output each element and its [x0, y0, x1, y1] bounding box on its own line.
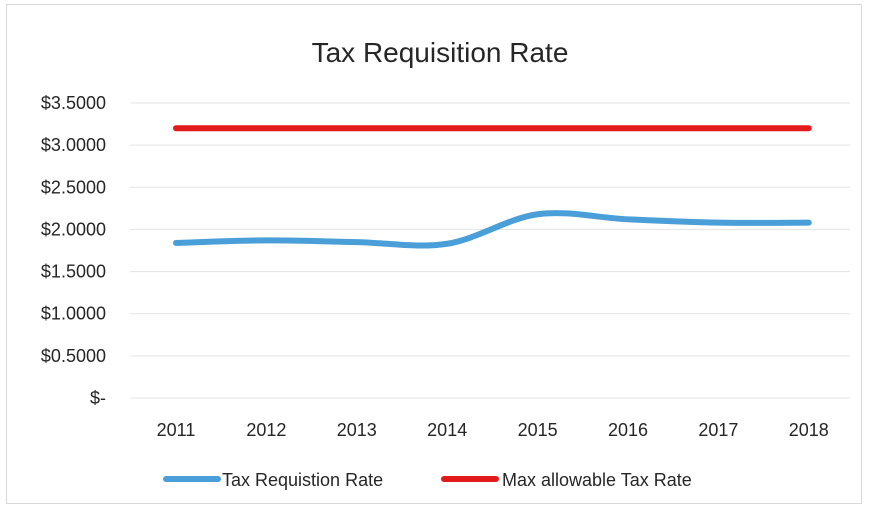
legend: Tax Requistion Rate Max allowable Tax Rat… — [163, 470, 692, 490]
gridlines — [130, 102, 850, 399]
y-axis-tick-labels: $- $0.5000 $1.0000 $1.5000 $2.0000 $2.5000 $3.… — [41, 93, 106, 408]
x-tick-label: 2011 — [157, 420, 196, 440]
y-tick-label: $- — [90, 388, 106, 408]
x-tick-label: 2012 — [246, 420, 286, 440]
y-tick-label: $1.0000 — [41, 304, 106, 324]
x-tick-label: 2017 — [698, 420, 738, 440]
y-tick-label: $0.5000 — [41, 346, 106, 366]
x-tick-label: 2014 — [427, 420, 467, 440]
legend-label-max-allowable-tax-rate: Max allowable Tax Rate — [502, 470, 692, 490]
series-line-tax-requistion-rate — [173, 210, 812, 249]
y-tick-label: $2.5000 — [41, 177, 106, 197]
y-tick-label: $1.5000 — [41, 262, 106, 282]
y-tick-label: $3.0000 — [41, 135, 106, 155]
y-tick-label: $3.5000 — [41, 93, 106, 113]
x-tick-label: 2015 — [518, 420, 558, 440]
chart-frame — [6, 4, 862, 504]
legend-label-tax-requistion-rate: Tax Requistion Rate — [222, 470, 383, 490]
x-axis-tick-labels: 2011 2012 2013 2014 2015 2016 2017 2018 — [157, 420, 829, 440]
x-tick-label: 2016 — [608, 420, 648, 440]
y-tick-label: $2.0000 — [41, 219, 106, 239]
chart-title: Tax Requisition Rate — [312, 37, 569, 68]
x-tick-label: 2013 — [337, 420, 377, 440]
series-lines — [173, 125, 812, 249]
x-tick-label: 2018 — [789, 420, 829, 440]
